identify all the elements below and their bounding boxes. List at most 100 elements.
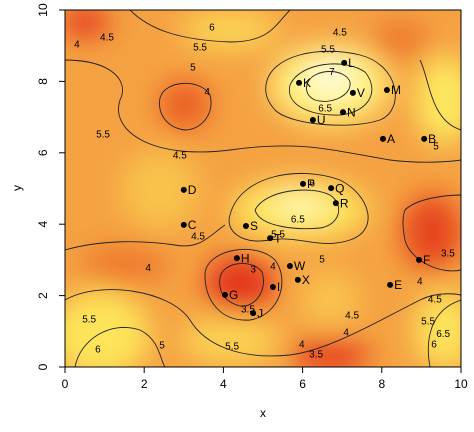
point-label: S	[250, 219, 258, 233]
point	[294, 276, 301, 283]
contour-label: 4	[145, 263, 151, 274]
point-label: Q	[335, 181, 344, 195]
point	[242, 222, 249, 229]
contour-label: 5	[319, 255, 325, 266]
point	[309, 116, 316, 123]
y-tick-label: 10	[36, 3, 50, 17]
point	[267, 235, 274, 242]
point-label: J	[257, 306, 263, 320]
point	[328, 185, 335, 192]
contour-label: 3.5	[441, 248, 455, 259]
contour-label: 4	[270, 262, 276, 273]
point	[421, 135, 428, 142]
contour-label: 4.5	[191, 232, 205, 243]
y-tick-label: 6	[36, 149, 50, 156]
point	[383, 86, 390, 93]
point	[296, 79, 303, 86]
plot-frame	[64, 9, 462, 368]
contour-label: 5.5	[421, 317, 435, 328]
point-label: C	[188, 218, 197, 232]
x-tick-label: 10	[454, 377, 468, 391]
contour-label: 3.5	[241, 305, 255, 316]
contour-label: 5.5	[96, 130, 110, 141]
point	[286, 262, 293, 269]
point-label: P	[307, 177, 315, 191]
point	[349, 89, 356, 96]
contour-label: 6.5	[291, 215, 305, 226]
point-label: D	[188, 183, 197, 197]
contour-label: 5.5	[193, 42, 207, 53]
point-label: U	[317, 113, 326, 127]
contour-label: 4.5	[100, 32, 114, 43]
x-axis-label: x	[260, 406, 266, 420]
contour-label: 3	[250, 265, 256, 276]
contour-label: 5	[159, 341, 165, 352]
point-label: K	[303, 76, 311, 90]
point	[341, 59, 348, 66]
point	[332, 200, 339, 207]
contour-label: 4.5	[333, 27, 347, 38]
point-label: F	[423, 253, 430, 267]
y-axis-label: y	[10, 185, 24, 191]
point	[387, 281, 394, 288]
y-tick-label: 2	[36, 292, 50, 299]
x-tick-label: 6	[299, 377, 306, 391]
contour-label: 7	[329, 67, 335, 78]
contour-label: 6	[309, 178, 315, 189]
contour-label: 4	[417, 277, 423, 288]
point-label: L	[348, 56, 355, 70]
point-label: R	[340, 196, 349, 210]
point-label: N	[347, 105, 356, 119]
y-tick-label: 4	[36, 221, 50, 228]
contour-label: 4	[299, 340, 305, 351]
contour-label: 5.5	[321, 45, 335, 56]
x-tick-label: 0	[62, 377, 69, 391]
contour-label: 3.5	[309, 350, 323, 361]
point-label: M	[391, 83, 401, 97]
point	[379, 135, 386, 142]
contour-lines	[65, 10, 461, 367]
point-label: B	[428, 132, 436, 146]
contour-label: 6	[209, 22, 215, 33]
contour-label: 4	[204, 87, 210, 98]
contour-label: 4.5	[345, 311, 359, 322]
point	[221, 291, 228, 298]
contour-label: 5.5	[82, 315, 96, 326]
contour-label: 4.5	[428, 295, 442, 306]
contour-label: 5	[190, 62, 196, 73]
point-label: A	[387, 132, 395, 146]
point	[299, 180, 306, 187]
point-label: H	[241, 251, 250, 265]
x-tick-label: 4	[220, 377, 227, 391]
contour-label: 5	[433, 142, 439, 153]
contour-label: 5.5	[271, 230, 285, 241]
contour-label: 4	[74, 40, 80, 51]
point-label: W	[294, 259, 306, 273]
contour-label: 6.5	[318, 104, 332, 115]
x-tick-label: 2	[141, 377, 148, 391]
x-tick-label: 8	[378, 377, 385, 391]
point-label: G	[229, 288, 238, 302]
contour-label: 4	[343, 328, 349, 339]
point-label: X	[302, 273, 310, 287]
point	[339, 109, 346, 116]
point	[250, 310, 257, 317]
contour-label: 6	[95, 345, 101, 356]
point	[180, 221, 187, 228]
contour-label: 6	[431, 340, 437, 351]
heatmap	[65, 10, 461, 367]
point	[416, 256, 423, 263]
contour-label: 6.5	[436, 329, 450, 340]
y-tick-label: 8	[36, 78, 50, 85]
point-label: V	[357, 86, 365, 100]
point	[233, 255, 240, 262]
point	[180, 186, 187, 193]
point-label: T	[274, 231, 282, 245]
y-tick-label: 0	[36, 363, 50, 370]
contour-label: 5.5	[225, 342, 239, 353]
point-label: I	[277, 280, 280, 294]
contour-label: 4.5	[173, 151, 187, 162]
point	[269, 284, 276, 291]
